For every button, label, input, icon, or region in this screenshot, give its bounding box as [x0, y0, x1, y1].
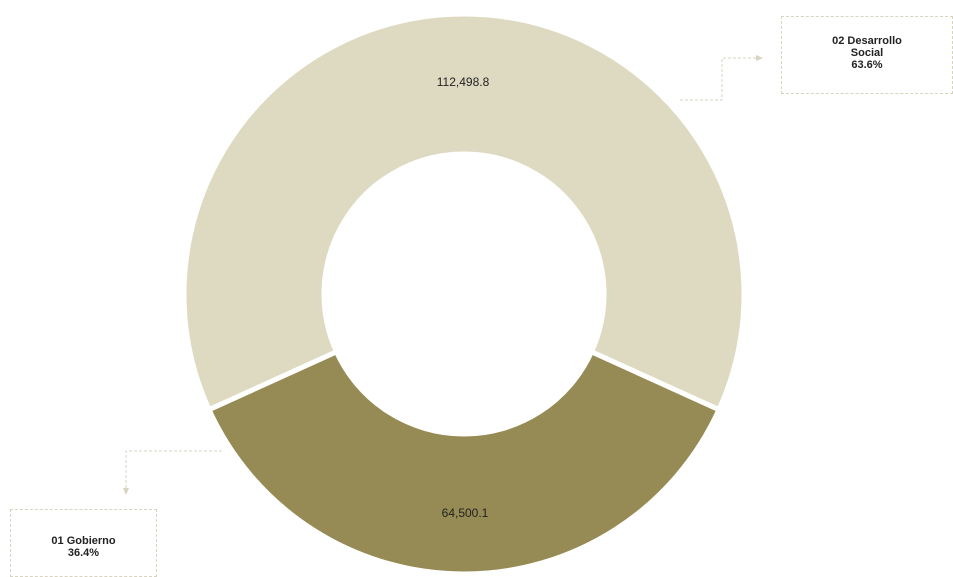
leader-line-social [680, 57, 760, 101]
leader-arrow-social [756, 55, 763, 61]
leader-line-gobierno [125, 450, 222, 490]
donut-slices [181, 11, 747, 577]
leader-arrow-gobierno [123, 488, 129, 495]
callout-gobierno: 01 Gobierno 36.4% [10, 509, 157, 577]
donut-slice-gobierno [205, 348, 723, 577]
callout-social-percent: 63.6% [851, 59, 883, 71]
donut-slice-desarrollo-social [181, 11, 747, 414]
slice-value-social: 112,498.8 [437, 75, 490, 89]
slice-value-gobierno: 64,500.1 [442, 506, 489, 520]
callout-desarrollo-social: 02 Desarrollo Social 63.6% [781, 16, 953, 94]
callout-social-label-line2: Social [850, 47, 884, 59]
callout-gobierno-percent: 36.4% [67, 547, 100, 559]
callout-social-label-line1: 02 Desarrollo [832, 35, 902, 47]
callout-gobierno-label: 01 Gobierno [51, 535, 116, 547]
